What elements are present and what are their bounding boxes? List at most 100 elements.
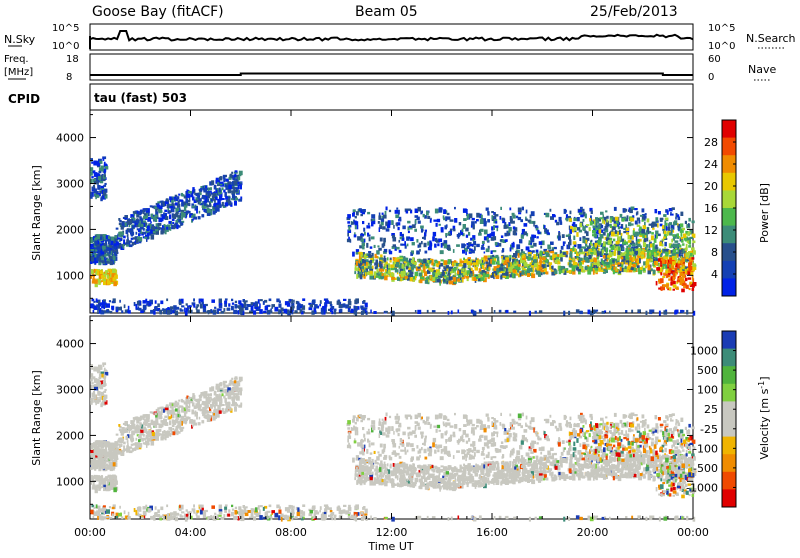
power-cell [513, 242, 515, 244]
power-cell [607, 255, 610, 258]
power-cell [534, 259, 538, 263]
power-cell [101, 252, 105, 255]
power-cell [114, 236, 117, 239]
power-cell [463, 218, 467, 221]
power-cell [463, 224, 466, 229]
power-cell [653, 270, 655, 274]
power-cell [437, 243, 439, 246]
power-cell [448, 311, 450, 315]
power-cell [417, 310, 421, 314]
power-cell [468, 257, 471, 259]
power-cell [507, 232, 509, 236]
power-cell [475, 221, 477, 224]
power-cell [486, 262, 489, 264]
power-cell [628, 240, 632, 243]
power-cell [632, 244, 636, 247]
power-cell [214, 185, 217, 190]
power-cell [217, 182, 219, 184]
power-cell [356, 274, 358, 279]
power-cell [403, 257, 407, 261]
power-cell [469, 213, 473, 218]
power-cell [681, 289, 685, 293]
power-cell [448, 259, 451, 264]
power-cell [423, 269, 426, 272]
beam-title: Beam 05 [355, 4, 418, 20]
power-cell [495, 221, 497, 223]
power-cell [209, 194, 211, 197]
velocity-cell [215, 386, 217, 390]
power-cell [406, 266, 408, 269]
power-cell [145, 299, 147, 303]
power-cell [593, 257, 595, 262]
power-cell [483, 273, 486, 278]
power-cell [642, 208, 645, 212]
power-cell [206, 205, 208, 208]
power-cell [649, 310, 652, 315]
power-cell [658, 263, 660, 267]
power-cell [647, 227, 649, 232]
power-cell [309, 307, 313, 310]
power-cell [419, 279, 422, 283]
power-cell [155, 306, 158, 310]
power-cell [101, 167, 103, 171]
power-cell [372, 221, 375, 224]
power-cell [176, 225, 178, 230]
power-cell [353, 209, 356, 212]
power-cell [98, 305, 100, 310]
power-cell [436, 264, 439, 267]
power-cell [435, 238, 437, 240]
power-cell [600, 234, 604, 239]
power-cell [225, 175, 227, 177]
colorbar-tick-label: 16 [704, 202, 718, 215]
power-cell [543, 251, 545, 253]
power-cell [579, 249, 582, 252]
power-cell [680, 268, 683, 272]
power-cell [357, 225, 359, 229]
power-cell [153, 311, 155, 315]
power-cell [107, 258, 109, 261]
power-cell [638, 270, 642, 275]
power-cell [373, 311, 376, 314]
power-cell [187, 203, 191, 206]
power-cell [127, 237, 129, 239]
power-cell [589, 227, 591, 231]
power-cell [234, 174, 237, 177]
power-cell [196, 309, 200, 312]
velocity-cell [151, 441, 155, 446]
power-cell [281, 311, 283, 316]
power-cell [611, 232, 615, 237]
power-cell [665, 218, 669, 221]
power-cell [425, 263, 428, 267]
power-cell [263, 301, 265, 305]
velocity-cell [104, 449, 107, 452]
power-cell [396, 208, 398, 210]
velocity-cell [107, 464, 109, 467]
power-cell [245, 307, 249, 310]
power-cell [502, 276, 506, 278]
power-cell [513, 269, 517, 273]
power-cell [526, 246, 530, 250]
velocity-cell [90, 467, 92, 470]
velocity-cell [111, 443, 115, 447]
power-cell [462, 268, 464, 271]
power-cell [196, 209, 198, 214]
power-cell [454, 218, 457, 223]
power-cell [222, 198, 225, 200]
colorbar-tick-label: 8 [711, 246, 718, 259]
power-cell [664, 225, 666, 230]
power-cell [482, 241, 485, 244]
freq-nave-panel [90, 54, 693, 80]
power-cell [576, 309, 580, 313]
power-cell [455, 272, 457, 276]
power-cell [660, 254, 662, 257]
power-cell [314, 304, 318, 308]
power-cell [438, 209, 442, 213]
power-cell [579, 237, 581, 241]
power-cell [673, 281, 676, 284]
power-cell [199, 198, 202, 201]
power-cell [490, 275, 494, 278]
power-cell [411, 260, 414, 263]
power-cell [457, 267, 459, 270]
power-cell [646, 261, 650, 266]
